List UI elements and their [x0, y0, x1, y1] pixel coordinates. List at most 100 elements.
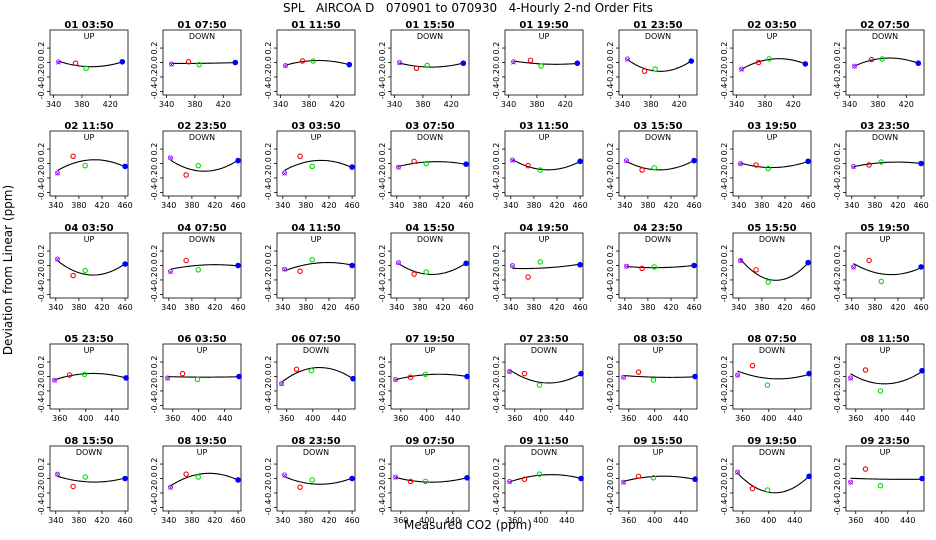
data-point [510, 263, 515, 268]
data-point: × [54, 255, 61, 264]
data-point [422, 478, 429, 485]
data-point [753, 267, 759, 273]
data-point [536, 471, 543, 477]
x-tick-label: 360 [165, 414, 180, 423]
y-tick-label: 0.2 [492, 42, 501, 55]
y-tick-label: 0.0 [720, 157, 729, 170]
y-tick-label: -0.4 [150, 185, 159, 201]
data-point [55, 471, 60, 477]
data-point [423, 269, 429, 275]
data-point [918, 264, 924, 270]
y-tick-label: 0.2 [492, 356, 501, 369]
y-tick-label: 0.2 [378, 458, 387, 471]
panel-title: 09 23:50 [860, 436, 909, 447]
x-tick-label: 340 [273, 100, 288, 109]
y-tick-label: 0.2 [833, 458, 842, 471]
y-tick-label: -0.4 [378, 287, 387, 303]
data-point [806, 473, 812, 480]
x-tick-label: 420 [890, 303, 905, 312]
data-point [749, 485, 756, 492]
data-point [397, 60, 402, 65]
panel-title: 08 23:50 [291, 436, 340, 447]
y-tick-label: 0.2 [37, 356, 46, 369]
data-point: × [734, 371, 741, 380]
panel-title: 03 19:50 [747, 121, 796, 132]
data-point [848, 375, 853, 381]
x-tick-label: 340 [501, 100, 516, 109]
x-tick-label: 360 [621, 414, 636, 423]
fit-curve [737, 472, 810, 494]
data-point: × [392, 375, 399, 384]
fit-curve [284, 159, 353, 171]
x-tick-label: 360 [279, 414, 294, 423]
y-tick-label: 0.0 [37, 56, 46, 69]
data-point [235, 262, 241, 269]
data-point [802, 61, 809, 67]
data-point [393, 376, 398, 382]
y-tick-label: 0.0 [150, 370, 159, 383]
data-point [411, 271, 417, 277]
panel-title: 04 11:50 [291, 223, 340, 234]
y-tick-label: -0.4 [720, 500, 729, 516]
x-tick-label: 400 [78, 414, 93, 423]
y-tick-label: -0.2 [150, 485, 159, 501]
y-tick-label: -0.2 [150, 170, 159, 186]
panel-direction-label: DOWN [645, 235, 671, 244]
data-point [651, 264, 657, 270]
x-tick-label: 420 [216, 100, 231, 109]
x-tick-label: 420 [103, 100, 118, 109]
panel-direction-label: UP [539, 133, 550, 142]
fit-curve [512, 263, 581, 270]
data-point [464, 373, 470, 380]
x-tick-label: 440 [900, 414, 915, 423]
data-point [66, 372, 73, 378]
y-tick-label: -0.4 [264, 84, 273, 100]
fit-curve [850, 477, 923, 480]
data-point [122, 261, 128, 267]
y-tick-label: 0.2 [833, 245, 842, 258]
panel-direction-label: UP [880, 235, 891, 244]
data-point [639, 167, 645, 173]
x-tick-label: 420 [899, 100, 914, 109]
y-tick-label: 0.2 [37, 143, 46, 156]
panel-direction-label: DOWN [759, 448, 785, 457]
y-tick-label: 0.2 [492, 458, 501, 471]
y-tick-label: 0.2 [264, 245, 273, 258]
x-tick-label: 400 [761, 516, 776, 525]
data-point [625, 56, 630, 62]
y-tick-label: 0.2 [606, 245, 615, 258]
y-tick-label: -0.2 [378, 170, 387, 186]
y-tick-label: 0.0 [37, 259, 46, 272]
y-tick-label: 0.0 [720, 56, 729, 69]
data-point [165, 375, 170, 381]
fit-curve [57, 159, 126, 171]
x-tick-label: 360 [52, 414, 67, 423]
data-point [293, 366, 300, 373]
panel-direction-label: DOWN [645, 133, 671, 142]
x-tick-label: 420 [321, 201, 336, 210]
data-point [574, 60, 581, 67]
x-tick-label: 440 [104, 414, 119, 423]
y-tick-label: 0.2 [606, 42, 615, 55]
y-tick-label: 0.0 [378, 472, 387, 485]
panel-title: 05 15:50 [747, 223, 796, 234]
y-tick-label: 0.0 [720, 370, 729, 383]
y-tick-label: -0.2 [606, 485, 615, 501]
y-tick-label: -0.4 [833, 287, 842, 303]
data-point [279, 381, 284, 387]
x-tick-label: 460 [230, 516, 245, 525]
data-point [83, 65, 89, 72]
y-tick-label: -0.4 [37, 500, 46, 516]
data-point: × [282, 61, 289, 70]
data-point [635, 369, 642, 375]
data-point: × [54, 470, 61, 479]
x-tick-label: 460 [117, 516, 132, 525]
x-tick-label: 460 [344, 201, 359, 210]
x-tick-label: 420 [663, 303, 678, 312]
y-tick-label: -0.2 [606, 272, 615, 288]
